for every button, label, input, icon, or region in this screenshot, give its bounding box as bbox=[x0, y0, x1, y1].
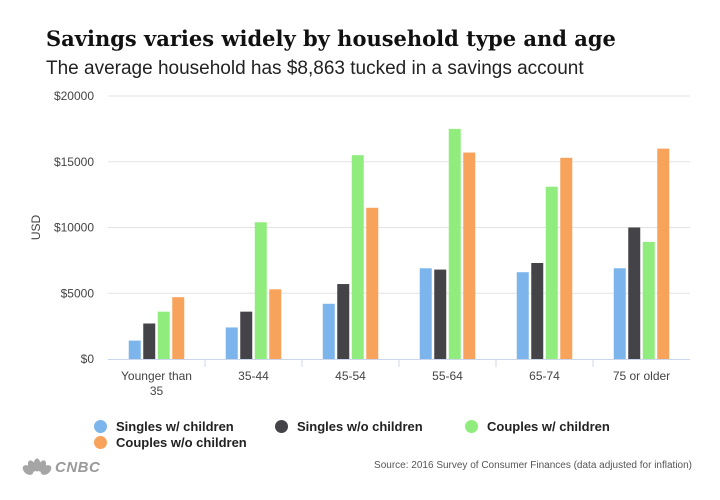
legend-label: Singles w/o children bbox=[297, 419, 423, 434]
bar[interactable] bbox=[225, 327, 238, 359]
bar[interactable] bbox=[254, 222, 267, 359]
bar[interactable] bbox=[657, 148, 670, 359]
bar[interactable] bbox=[172, 297, 185, 359]
x-tick-label: 45-54 bbox=[335, 369, 366, 383]
bar[interactable] bbox=[366, 207, 379, 359]
chart-subtitle: The average household has $8,863 tucked … bbox=[46, 58, 584, 79]
bar[interactable] bbox=[448, 128, 461, 359]
logo-text: CNBC bbox=[55, 458, 101, 476]
bar[interactable] bbox=[642, 241, 655, 359]
bar[interactable] bbox=[628, 227, 641, 360]
y-tick-label: $15000 bbox=[54, 155, 94, 169]
legend-item-couples-without-children[interactable]: Couples w/o children bbox=[94, 435, 247, 450]
bar[interactable] bbox=[613, 268, 626, 359]
legend-label: Singles w/ children bbox=[116, 419, 234, 434]
cnbc-logo: CNBC bbox=[22, 457, 100, 477]
legend-item-singles-without-children[interactable]: Singles w/o children bbox=[275, 419, 423, 434]
x-tick-label: 75 or older bbox=[613, 369, 670, 383]
legend-dot-icon bbox=[275, 420, 288, 433]
x-tick-label: 55-64 bbox=[432, 369, 463, 383]
bar[interactable] bbox=[143, 323, 156, 359]
y-tick-label: $5000 bbox=[61, 286, 95, 300]
bar[interactable] bbox=[419, 268, 432, 359]
legend-item-couples-with-children[interactable]: Couples w/ children bbox=[465, 419, 610, 434]
bar[interactable] bbox=[240, 311, 253, 359]
chart-title: Savings varies widely by household type … bbox=[46, 26, 616, 51]
x-tick-label: 65-74 bbox=[529, 369, 560, 383]
bar[interactable] bbox=[128, 340, 141, 359]
legend-dot-icon bbox=[94, 420, 107, 433]
bar[interactable] bbox=[463, 152, 476, 359]
x-tick-label: 35-44 bbox=[238, 369, 269, 383]
bar[interactable] bbox=[269, 289, 282, 359]
legend-item-singles-with-children[interactable]: Singles w/ children bbox=[94, 419, 234, 434]
y-tick-label: $20000 bbox=[54, 89, 94, 103]
bar[interactable] bbox=[560, 157, 573, 359]
bar[interactable] bbox=[531, 263, 544, 359]
bar[interactable] bbox=[351, 155, 364, 359]
legend-label: Couples w/o children bbox=[116, 435, 247, 450]
bar[interactable] bbox=[322, 303, 335, 359]
bar[interactable] bbox=[434, 269, 447, 359]
bar[interactable] bbox=[516, 272, 529, 359]
y-tick-label: $10000 bbox=[54, 221, 94, 235]
peacock-icon bbox=[22, 458, 52, 475]
bar[interactable] bbox=[545, 186, 558, 359]
y-axis-label: USD bbox=[29, 215, 43, 241]
legend-dot-icon bbox=[94, 436, 107, 449]
x-tick-label: Younger than bbox=[121, 369, 192, 383]
bar[interactable] bbox=[337, 284, 350, 359]
y-tick-label: $0 bbox=[81, 352, 95, 366]
legend-label: Couples w/ children bbox=[487, 419, 610, 434]
legend-dot-icon bbox=[465, 420, 478, 433]
bar[interactable] bbox=[157, 311, 170, 359]
source-note: Source: 2016 Survey of Consumer Finances… bbox=[374, 460, 692, 471]
x-tick-label: 35 bbox=[150, 384, 164, 398]
